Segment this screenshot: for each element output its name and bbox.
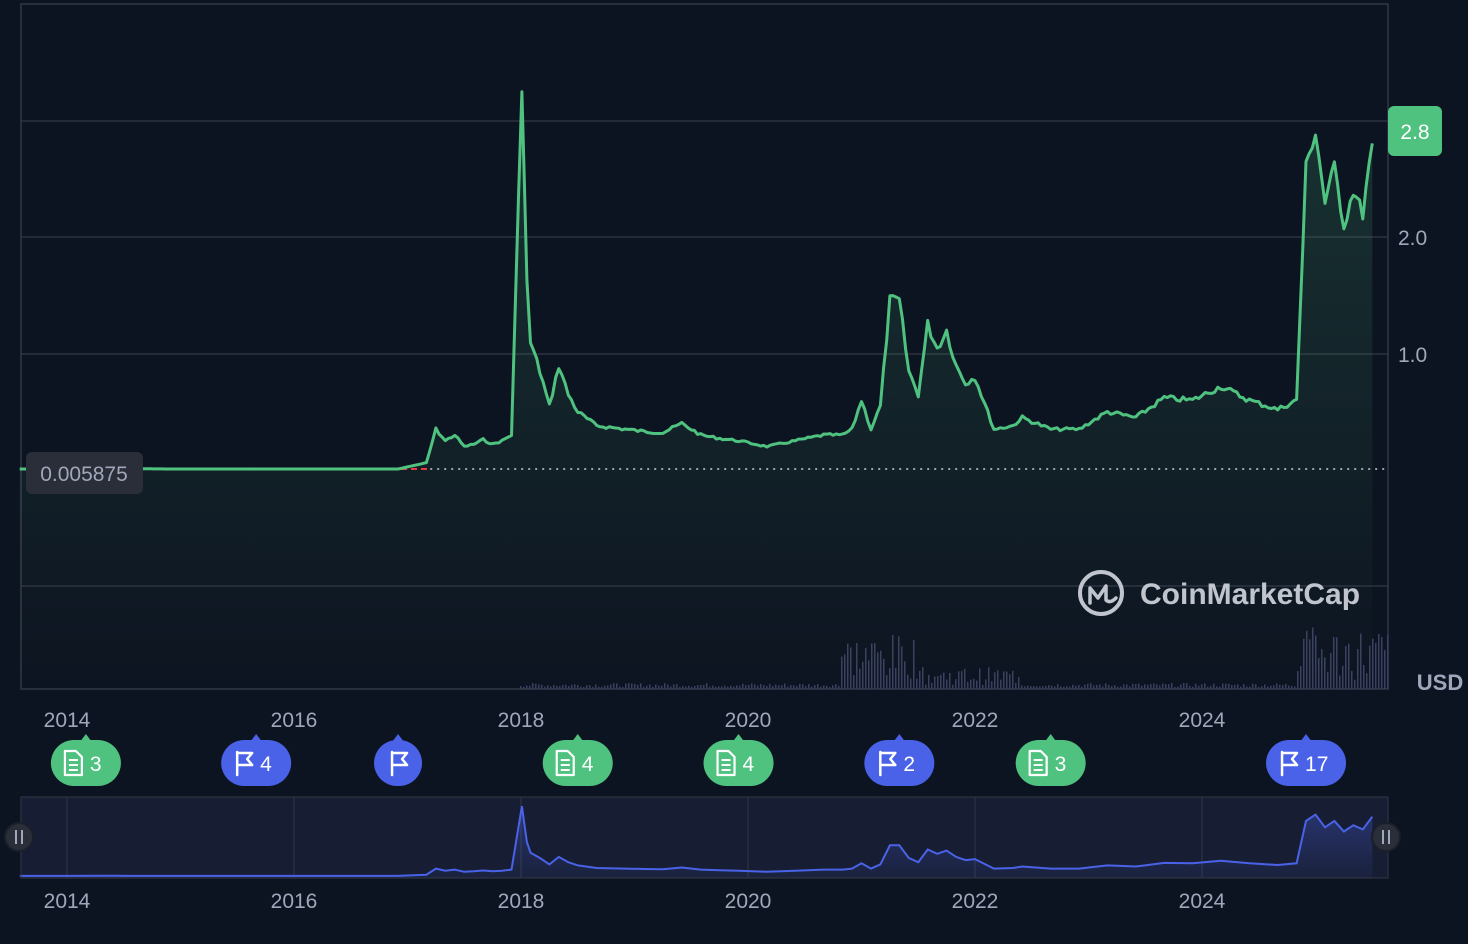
flag-icon	[1280, 750, 1299, 777]
volume-bar	[1387, 634, 1389, 689]
navigator-x-tick-label: 2018	[498, 890, 545, 913]
navigator-x-axis-labels: 2014 2016 2018 2020 2022 2024	[44, 890, 1226, 913]
event-count: 4	[743, 753, 755, 776]
event-badge-document[interactable]: 3	[50, 734, 121, 786]
event-badge-document[interactable]: 4	[542, 734, 613, 786]
volume-bar	[1372, 638, 1374, 689]
price-area-fill	[19, 91, 1373, 689]
x-tick-label: 2016	[271, 709, 318, 732]
event-count: 17	[1305, 753, 1328, 776]
x-tick-label: 2024	[1179, 709, 1226, 732]
x-tick-label: 2020	[725, 709, 772, 732]
document-icon	[555, 749, 575, 777]
document-icon	[1028, 749, 1048, 777]
volume-bar	[1375, 642, 1377, 689]
flag-icon	[390, 750, 409, 777]
x-tick-label: 2014	[44, 709, 91, 732]
event-count: 3	[1055, 753, 1067, 776]
event-count: 3	[90, 753, 102, 776]
flag-icon	[235, 750, 254, 777]
x-tick-label: 2018	[498, 709, 545, 732]
event-badges: 3 4 4 4 2 3 17	[50, 734, 1347, 786]
navigator-x-tick-label: 2014	[44, 890, 91, 913]
navigator-x-tick-label: 2020	[725, 890, 772, 913]
event-count: 4	[582, 753, 594, 776]
navigator-x-tick-label: 2022	[952, 890, 999, 913]
coinmarketcap-watermark: CoinMarketCap	[1078, 570, 1360, 616]
volume-bar	[1381, 637, 1383, 689]
navigator-x-tick-label: 2024	[1179, 890, 1226, 913]
event-badge-flag[interactable]	[374, 734, 423, 786]
event-badge-document[interactable]: 4	[703, 734, 774, 786]
navigator-left-handle[interactable]	[4, 822, 34, 852]
base-price-label: 0.005875	[40, 463, 128, 486]
price-unit-label: USD	[1417, 670, 1463, 695]
y-tick-label: 1.0	[1398, 344, 1427, 367]
event-count: 2	[903, 753, 915, 776]
volume-bar	[1378, 633, 1380, 689]
navigator-x-tick-label: 2016	[271, 890, 318, 913]
navigator-area	[19, 806, 1373, 878]
y-axis-labels: 1.0 2.0	[1398, 227, 1427, 367]
watermark-brand: CoinMarketCap	[1140, 578, 1360, 611]
event-count: 4	[260, 753, 272, 776]
y-tick-label: 2.0	[1398, 227, 1427, 250]
range-navigator[interactable]	[4, 796, 1401, 879]
document-icon	[63, 749, 84, 777]
x-axis-labels: 2014 2016 2018 2020 2022 2024	[44, 709, 1226, 732]
navigator-line	[19, 805, 1374, 877]
current-price-tag: 2.8	[1388, 106, 1442, 156]
navigator-right-handle[interactable]	[1371, 822, 1401, 852]
price-line-series[interactable]	[19, 90, 1374, 471]
event-badge-flag[interactable]: 2	[864, 734, 935, 786]
volume-bar	[1384, 649, 1386, 689]
x-tick-label: 2022	[952, 709, 999, 732]
event-badge-flag[interactable]: 4	[221, 734, 292, 786]
flag-icon	[879, 750, 897, 777]
current-price-label: 2.8	[1400, 121, 1429, 144]
event-badge-flag[interactable]: 17	[1266, 734, 1347, 786]
base-price-tag: 0.005875	[26, 452, 143, 494]
event-badge-document[interactable]: 3	[1015, 734, 1086, 786]
document-icon	[716, 749, 736, 777]
coinmarketcap-logo-icon	[1078, 570, 1124, 616]
